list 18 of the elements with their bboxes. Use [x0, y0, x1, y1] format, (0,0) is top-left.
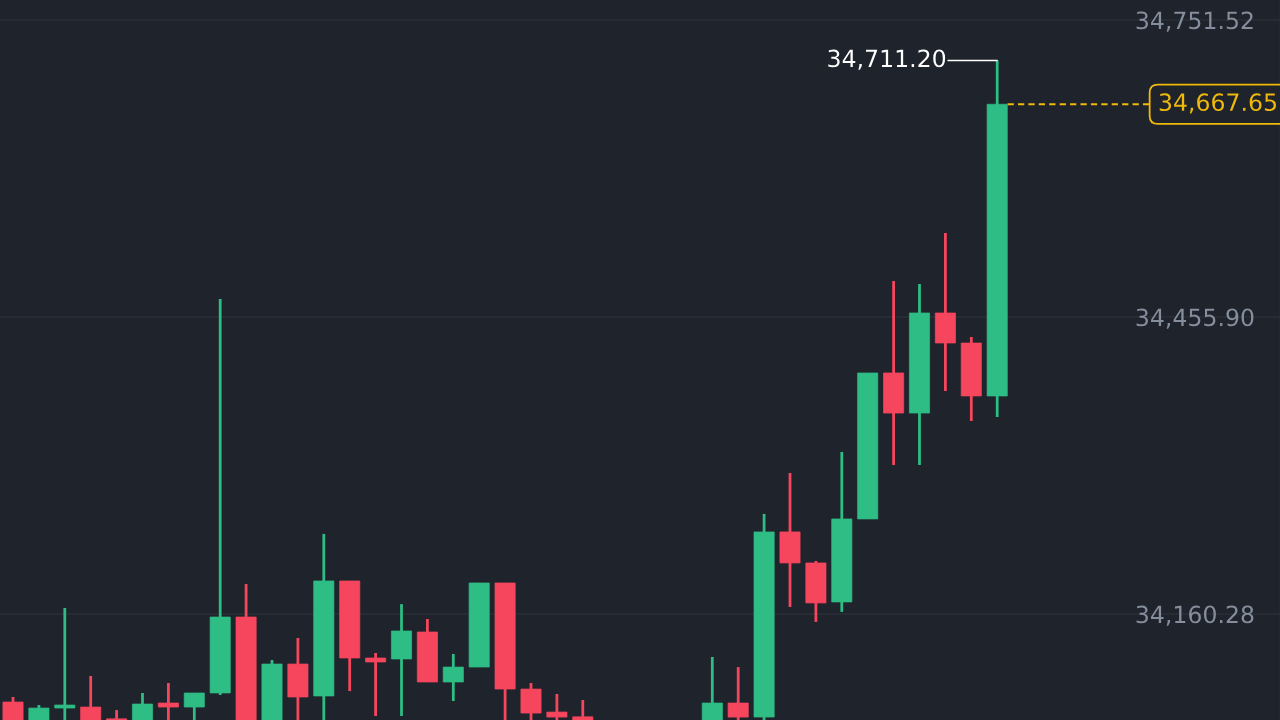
candlestick	[546, 692, 568, 720]
candlestick	[365, 651, 387, 718]
candlestick	[442, 652, 464, 703]
candlestick	[80, 674, 102, 720]
ref-line-label: 34,667.65	[1159, 93, 1277, 114]
y-tick-label: 34,455.90	[1136, 308, 1254, 329]
candlestick	[106, 708, 128, 720]
candlestick	[54, 606, 76, 720]
candlestick	[183, 691, 205, 720]
candlestick	[701, 655, 723, 720]
candlestick	[727, 665, 749, 720]
candlestick	[2, 695, 24, 720]
y-tick-label: 34,160.28	[1136, 605, 1254, 626]
y-tick-label: 34,751.52	[1136, 11, 1253, 32]
candlestick	[157, 681, 179, 720]
annotation: 34,711.20	[828, 49, 946, 70]
candlestick	[572, 698, 594, 720]
candlestick	[132, 691, 153, 720]
